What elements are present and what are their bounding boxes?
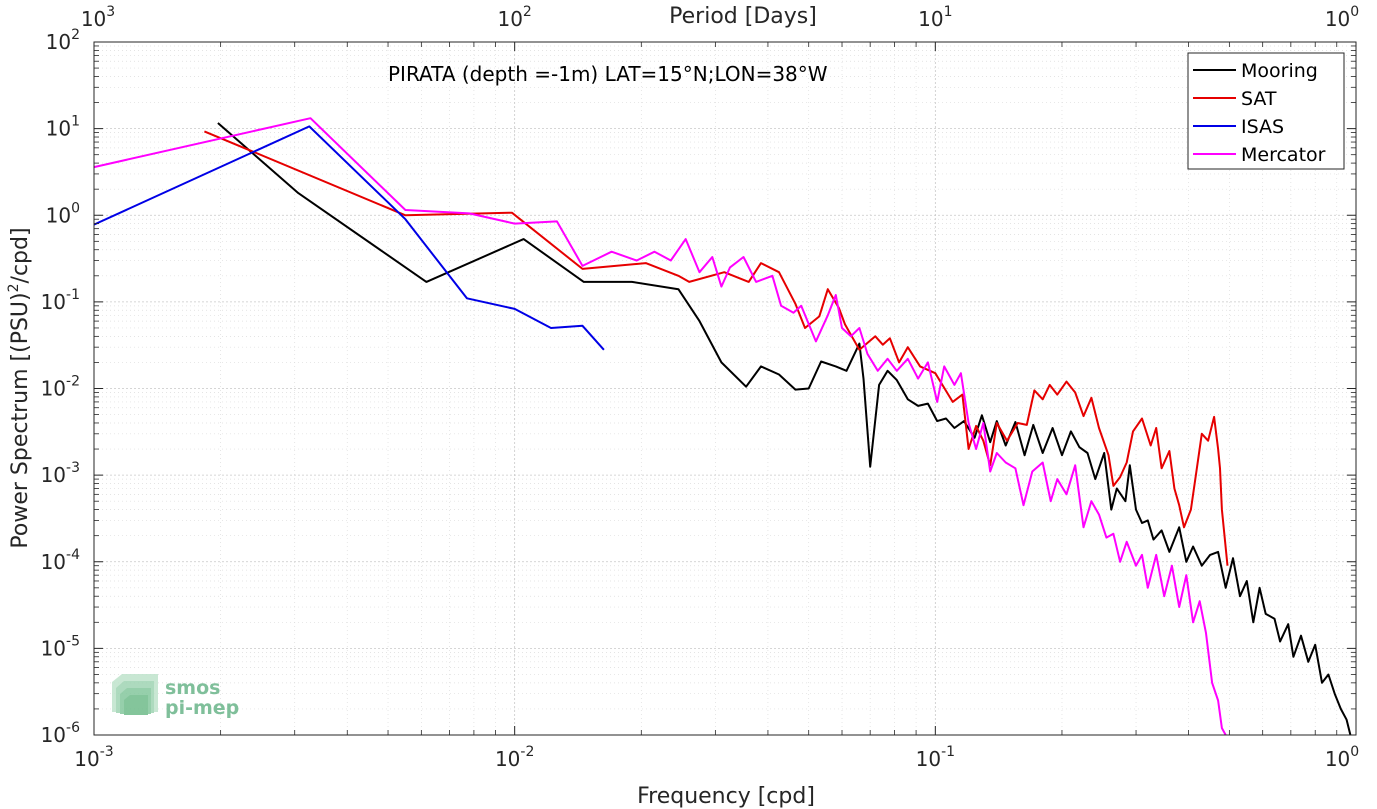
top-tick-label-base: 10 [497, 7, 522, 31]
x-tick-label: 100 [1325, 744, 1359, 771]
legend-label-mercator: Mercator [1241, 144, 1326, 166]
y-tick-label: 102 [46, 27, 80, 54]
y-tick-label-base: 10 [41, 550, 66, 574]
legend-label-sat: SAT [1241, 88, 1277, 110]
y-axis-label-main: Power Spectrum [(PSU) [8, 292, 33, 548]
top-tick-label-exponent: 1 [944, 4, 953, 20]
y-tick-label: 10-6 [41, 720, 81, 747]
y-tick-label-base: 10 [41, 723, 66, 747]
x-tick-label: 10-1 [916, 744, 955, 771]
top-tick-labels: 103 102 101 100 [81, 4, 1359, 31]
y-tick-label: 10-1 [41, 287, 80, 314]
logo-text-pi-mep: pi-mep [165, 697, 239, 719]
series-line-isas [93, 125, 605, 351]
y-axis-label-tail: /cpd] [8, 227, 33, 283]
y-tick-label-exponent: 0 [71, 200, 80, 216]
smos-pi-mep-logo: smos pi-mep [112, 674, 239, 719]
top-tick-label-base: 10 [918, 7, 943, 31]
top-tick-label-exponent: 0 [1350, 4, 1359, 20]
top-tick-label-base: 10 [1325, 7, 1350, 31]
y-tick-label-base: 10 [41, 377, 66, 401]
legend-label-mooring: Mooring [1241, 60, 1318, 82]
top-tick-label: 103 [81, 4, 115, 31]
x-tick-label-base: 10 [916, 747, 941, 771]
y-axis-label-sup: 2 [6, 283, 22, 292]
y-tick-label-base: 10 [41, 290, 66, 314]
x-tick-label-base: 10 [74, 747, 99, 771]
y-tick-label-base: 10 [46, 117, 71, 141]
x-tick-label-exponent: 0 [1350, 744, 1359, 760]
series-layer [93, 117, 1352, 736]
y-axis-label: Power Spectrum [(PSU)2/cpd] [6, 227, 33, 548]
x-tick-label: 10-3 [74, 744, 113, 771]
top-tick-label: 101 [918, 4, 952, 31]
y-tick-label-base: 10 [46, 30, 71, 54]
series-line-sat [204, 130, 1229, 566]
logo-text-smos: smos [165, 677, 220, 699]
top-axis-label: Period [Days] [669, 4, 817, 29]
x-tick-label-exponent: -3 [100, 744, 114, 760]
top-tick-label-exponent: 2 [523, 4, 532, 20]
y-tick-label: 100 [46, 200, 80, 227]
y-tick-label: 101 [46, 114, 80, 141]
x-axis-label: Frequency [cpd] [637, 784, 815, 809]
x-tick-label: 10-2 [495, 744, 534, 771]
top-tick-label: 100 [1325, 4, 1359, 31]
y-tick-label-exponent: -5 [66, 633, 80, 649]
y-tick-label: 10-2 [41, 374, 80, 401]
x-tick-label-exponent: -1 [941, 744, 955, 760]
y-tick-label-exponent: -4 [66, 547, 80, 563]
series-line-mooring [217, 122, 1352, 736]
y-tick-label-base: 10 [46, 203, 71, 227]
x-tick-label-base: 10 [495, 747, 520, 771]
x-tick-labels: 10-3 10-2 10-1 100 [74, 744, 1359, 771]
y-tick-label-exponent: -3 [66, 460, 80, 476]
top-tick-label-exponent: 3 [106, 4, 115, 20]
y-tick-label: 10-5 [41, 633, 80, 660]
y-tick-label: 10-4 [41, 547, 81, 574]
top-tick-label: 102 [497, 4, 531, 31]
logo-mark-icon [112, 674, 158, 715]
top-tick-label-base: 10 [81, 7, 106, 31]
chart-title: PIRATA (depth =-1m) LAT=15°N;LON=38°W [388, 62, 828, 86]
y-tick-label-exponent: -6 [66, 720, 80, 736]
x-tick-label-base: 10 [1325, 747, 1350, 771]
y-tick-label-exponent: -2 [66, 374, 80, 390]
y-tick-label-exponent: 2 [71, 27, 80, 43]
legend-box [1187, 52, 1345, 170]
y-tick-label-base: 10 [41, 636, 66, 660]
y-tick-label-base: 10 [41, 463, 66, 487]
x-tick-label-exponent: -2 [520, 744, 534, 760]
legend: Mooring SAT ISAS Mercator [1187, 52, 1345, 170]
y-tick-label-exponent: 1 [71, 114, 80, 130]
y-tick-label-exponent: -1 [66, 287, 80, 303]
legend-label-isas: ISAS [1241, 116, 1284, 138]
y-tick-label: 10-3 [41, 460, 80, 487]
tick-marks [93, 41, 1357, 736]
series-line-mercator [93, 117, 1227, 736]
